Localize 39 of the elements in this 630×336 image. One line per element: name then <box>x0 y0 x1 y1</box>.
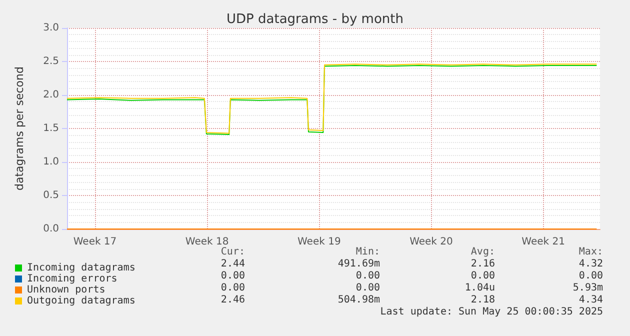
y-tick-label: 0.0 <box>43 224 59 234</box>
text: 2.44 <box>220 258 246 270</box>
text: 0.00 <box>578 270 604 282</box>
x-tick-label: Week 18 <box>185 236 229 248</box>
y-axis-title: datagrams per second <box>13 66 26 190</box>
text: Cur: <box>220 246 245 258</box>
y-tick-label: 0.5 <box>43 190 59 201</box>
legend-label: Unknown ports <box>27 284 106 296</box>
y-tick-label: 1.5 <box>43 123 59 134</box>
text: 0.00 <box>220 270 246 282</box>
text: Max: <box>578 246 603 258</box>
text: 5.93m <box>572 282 604 294</box>
legend-label: Incoming datagrams <box>27 262 136 274</box>
text: 0.00 <box>356 270 380 282</box>
text: 4.32 <box>578 258 604 270</box>
x-tick-label: Week 17 <box>73 236 117 248</box>
text: 1.04u <box>464 282 496 294</box>
chart-title: UDP datagrams - by month <box>226 12 404 27</box>
x-tick-label: Week 19 <box>298 236 341 248</box>
y-tick-label: 3.0 <box>43 22 59 34</box>
text: 4.34 <box>578 294 604 306</box>
legend-label: Incoming errors <box>27 274 118 284</box>
x-tick-label: Week 21 <box>522 236 565 248</box>
text: Min: <box>356 246 380 258</box>
text: 491.69m <box>338 258 380 270</box>
text: 0.00 <box>220 282 246 294</box>
y-tick-label: 2.0 <box>43 90 59 100</box>
text: 2.46 <box>220 294 246 306</box>
text: 0.00 <box>470 270 496 282</box>
text: 504.98m <box>338 294 380 306</box>
y-tick-label: 2.5 <box>43 56 59 67</box>
y-tick-label: 1.0 <box>43 156 59 168</box>
text: Last update: Sun May 25 00:00:35 2025 <box>380 306 604 318</box>
text: Avg: <box>470 246 495 258</box>
text: 2.18 <box>470 294 496 306</box>
text: 2.16 <box>470 258 496 270</box>
legend-label: Outgoing datagrams <box>27 296 136 306</box>
text: 0.00 <box>356 282 380 294</box>
x-tick-label: Week 20 <box>410 236 453 248</box>
